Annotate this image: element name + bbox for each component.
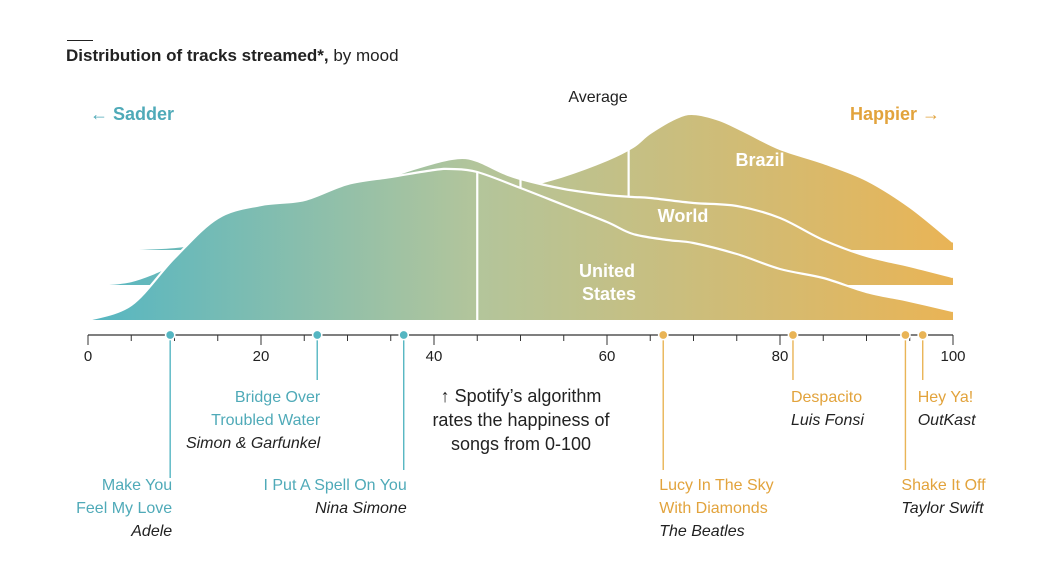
x-tick-label: 60: [599, 348, 616, 365]
song-title-outkast: Hey Ya!: [918, 389, 973, 406]
song-title-simon-garfunkel: Bridge Over: [235, 389, 321, 406]
x-tick-label: 20: [253, 348, 270, 365]
song-title-adele: Make You: [102, 477, 172, 494]
algorithm-note: ↑ Spotify’s algorithm: [441, 386, 602, 406]
song-artist-outkast: OutKast: [918, 412, 976, 429]
ridge-outline-united-states: [87, 167, 954, 322]
series-label-united-states: United: [579, 261, 635, 281]
song-title-the-beatles: Lucy In The Sky: [659, 477, 773, 494]
song-marker-simon-garfunkel: [311, 329, 323, 341]
algorithm-note: rates the happiness of: [432, 410, 610, 430]
ridge-area-united-states: [88, 168, 953, 320]
song-marker-nina-simone: [398, 329, 410, 341]
series-label-united-states: States: [582, 284, 636, 304]
x-tick-label: 100: [940, 348, 965, 365]
x-tick-label: 0: [84, 348, 92, 365]
song-title-taylor-swift: Shake It Off: [901, 477, 986, 494]
x-tick-label: 40: [426, 348, 443, 365]
series-label-brazil: Brazil: [735, 150, 784, 170]
song-artist-the-beatles: The Beatles: [659, 523, 744, 540]
song-title-luis-fonsi: Despacito: [791, 389, 862, 406]
subtitle-rest: by mood: [328, 46, 399, 65]
song-artist-adele: Adele: [130, 523, 172, 540]
x-tick-label: 80: [772, 348, 789, 365]
series-label-world: World: [658, 206, 709, 226]
song-artist-nina-simone: Nina Simone: [315, 500, 407, 517]
song-title-simon-garfunkel: Troubled Water: [211, 412, 321, 429]
song-artist-simon-garfunkel: Simon & Garfunkel: [186, 435, 321, 452]
happier-label: Happier →: [850, 104, 940, 124]
chart-subtitle: Distribution of tracks streamed*, by moo…: [66, 46, 399, 66]
song-marker-luis-fonsi: [787, 329, 799, 341]
song-title-nina-simone: I Put A Spell On You: [263, 477, 406, 494]
average-label: Average: [568, 89, 627, 106]
song-title-the-beatles: With Diamonds: [659, 500, 767, 517]
ridges: [87, 112, 954, 322]
song-marker-the-beatles: [657, 329, 669, 341]
sadder-label: ← Sadder: [90, 104, 174, 124]
subtitle-rule: [67, 40, 93, 41]
song-marker-outkast: [917, 329, 929, 341]
song-title-adele: Feel My Love: [76, 500, 172, 517]
song-marker-taylor-swift: [900, 329, 911, 341]
song-artist-taylor-swift: Taylor Swift: [901, 500, 984, 517]
song-artist-luis-fonsi: Luis Fonsi: [791, 412, 864, 429]
song-marker-adele: [164, 329, 176, 341]
algorithm-note: songs from 0-100: [451, 434, 591, 454]
subtitle-bold: Distribution of tracks streamed*,: [66, 46, 329, 65]
